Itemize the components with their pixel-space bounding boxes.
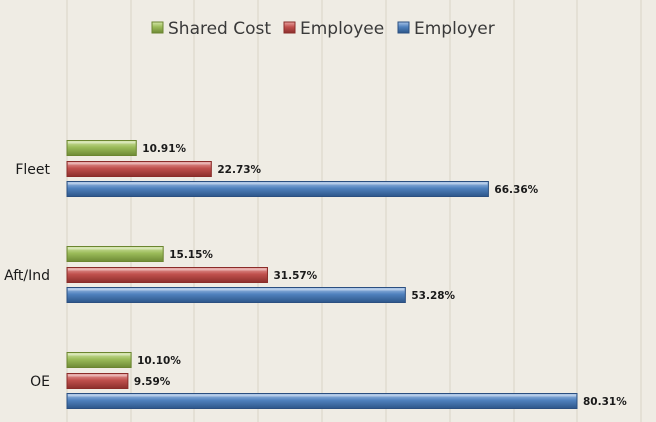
category-label: Fleet: [15, 162, 50, 178]
data-label: 31.57%: [273, 270, 317, 282]
bar: [66, 393, 578, 409]
legend: Shared Cost Employee Employer: [151, 19, 495, 39]
data-label: 9.59%: [134, 376, 171, 388]
category-label: Aft/Ind: [4, 268, 50, 284]
legend-swatch: [397, 21, 410, 34]
bar-highlight: [68, 182, 488, 185]
legend-entry-label: Employee: [300, 19, 384, 39]
data-label: 66.36%: [494, 184, 538, 196]
bar: [66, 246, 164, 262]
legend-swatch: [151, 21, 164, 34]
bar-highlight: [68, 394, 576, 397]
bar: [66, 373, 129, 389]
bar-highlight: [68, 162, 211, 165]
bar: [66, 352, 132, 368]
category-label: OE: [30, 374, 50, 390]
category-axis: Fleet Aft/Ind OE: [4, 162, 50, 390]
legend-entry-label: Shared Cost: [168, 19, 271, 39]
bar: [66, 140, 137, 156]
data-label: 10.10%: [137, 355, 181, 367]
data-labels: 10.91% 22.73% 66.36% 15.15% 31.57% 53.28% 10.1…: [134, 143, 627, 408]
bar: [66, 161, 212, 177]
data-label: 80.31%: [583, 396, 627, 408]
legend-swatch: [283, 21, 296, 34]
data-label: 53.28%: [411, 290, 455, 302]
data-label: 22.73%: [217, 164, 261, 176]
bar-highlight: [68, 374, 127, 377]
bar-highlight: [68, 247, 163, 250]
bar-highlight: [68, 353, 131, 356]
bar: [66, 267, 268, 283]
bars: [66, 140, 578, 409]
data-label: 10.91%: [142, 143, 186, 155]
bar-highlight: [68, 288, 405, 291]
gridlines: [66, 0, 642, 422]
legend-entry-label: Employer: [414, 19, 495, 39]
bar: [66, 181, 489, 197]
bar: [66, 287, 406, 303]
data-label: 15.15%: [169, 249, 213, 261]
bar-highlight: [68, 268, 267, 271]
bar-highlight: [68, 141, 136, 144]
